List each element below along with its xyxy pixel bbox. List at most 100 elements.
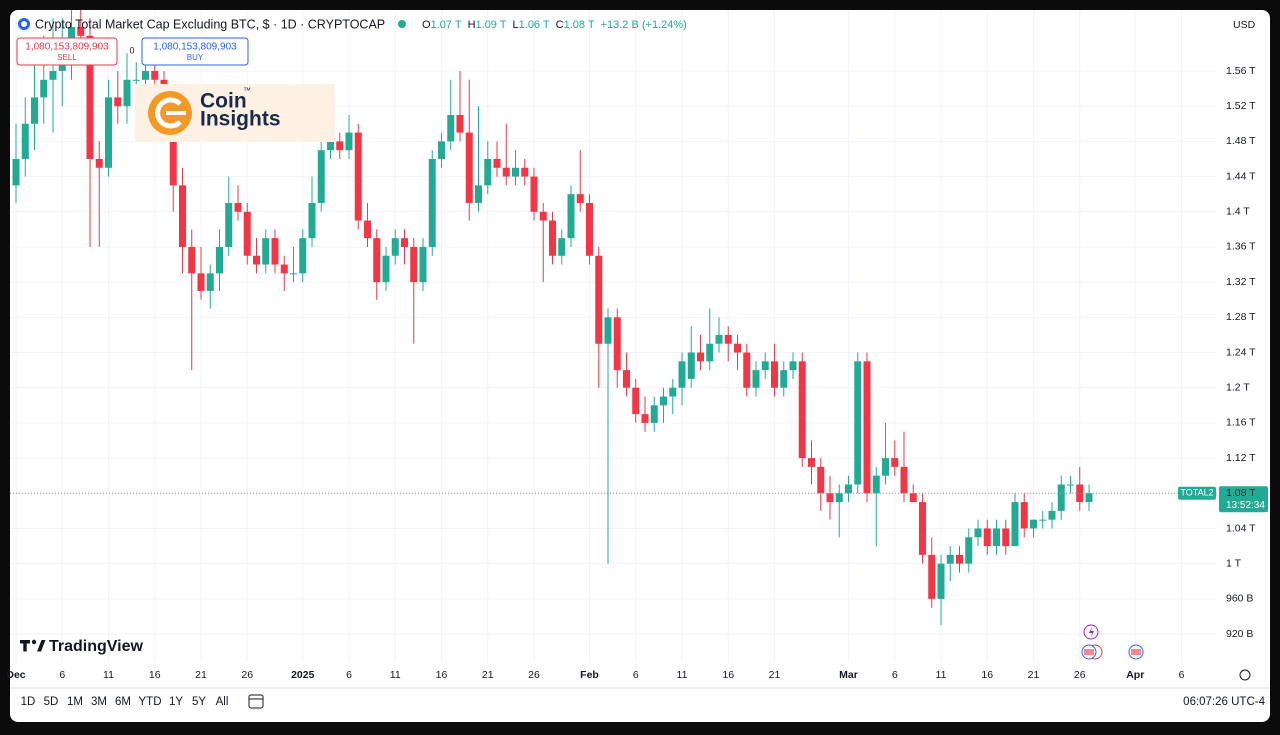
candle-body	[438, 141, 445, 159]
range-button[interactable]: YTD	[139, 696, 162, 708]
range-button[interactable]: 1Y	[169, 696, 183, 708]
candle-body	[345, 132, 353, 151]
candle-body	[169, 106, 177, 186]
chart-title[interactable]: Crypto Total Market Cap Excluding BTC, $…	[35, 17, 385, 31]
range-button[interactable]: 6M	[115, 696, 131, 708]
candle-body	[1085, 493, 1093, 503]
clock[interactable]: 06:07:26 UTC-4	[1183, 696, 1265, 708]
candle-body	[382, 255, 390, 283]
price-tag: TOTAL2 1.08 T13:52:34	[1178, 486, 1268, 513]
candle-body	[613, 317, 621, 371]
candle-body	[808, 458, 815, 467]
candle-body	[863, 361, 871, 494]
range-button[interactable]: 1M	[67, 696, 83, 708]
candle-body	[253, 255, 260, 265]
x-tick-label: 6	[633, 669, 639, 681]
candle-body	[530, 176, 538, 212]
last-price: 1.08 T	[1226, 487, 1256, 499]
range-button[interactable]: All	[216, 696, 229, 708]
symbol-icon-inner	[21, 21, 27, 27]
candle-body	[391, 238, 399, 256]
x-tick-label: Feb	[580, 669, 599, 681]
watermark-icon-c	[155, 97, 182, 129]
candle-body	[1002, 528, 1010, 547]
candle-body	[354, 132, 362, 221]
candle-body	[835, 493, 843, 503]
candle-body	[641, 414, 649, 423]
y-tick-label: 1.4 T	[1226, 206, 1250, 218]
candle-body	[669, 387, 677, 397]
candle-body	[49, 70, 57, 80]
candle-body	[123, 79, 131, 107]
event-flag	[1131, 649, 1141, 655]
candle-body	[706, 343, 714, 362]
candle-body	[475, 185, 482, 203]
candle-body	[299, 238, 307, 274]
candle-body	[234, 202, 242, 212]
candle-body	[280, 264, 288, 274]
candle-body	[900, 466, 908, 494]
x-tick-label: Apr	[1126, 669, 1144, 681]
candle-body	[484, 158, 492, 186]
settings-icon[interactable]	[1239, 669, 1251, 681]
candle-body	[771, 361, 778, 388]
candle-body	[1057, 484, 1065, 511]
range-button[interactable]: 5D	[44, 696, 59, 708]
candle-body	[882, 458, 889, 476]
watermark-line1: Coin	[200, 90, 247, 113]
countdown: 13:52:34	[1226, 500, 1265, 511]
ohlc-key: O	[422, 19, 431, 31]
candle-body	[983, 528, 991, 547]
candle-body	[493, 158, 501, 168]
y-tick-label: 1.48 T	[1226, 135, 1256, 147]
range-button[interactable]: 5Y	[192, 696, 206, 708]
ohlc-key: L	[513, 19, 519, 31]
candle-body	[12, 158, 20, 186]
candle-body	[308, 202, 316, 239]
candle-body	[31, 97, 38, 124]
buy-label: BUY	[187, 53, 204, 62]
logo-text: TradingView	[49, 638, 144, 655]
candle-body	[845, 484, 852, 494]
range-button[interactable]: 3M	[91, 696, 107, 708]
x-tick-label: 21	[1028, 669, 1040, 681]
ohlc-key: H	[468, 19, 476, 31]
candle-body	[327, 141, 334, 151]
candle-body	[743, 352, 751, 388]
date-range-icon[interactable]	[248, 694, 264, 709]
candle-body	[151, 70, 159, 80]
ohlc-change: +13.2 B (+1.24%)	[601, 19, 687, 31]
y-tick-label: 1 T	[1226, 557, 1242, 569]
x-tick-label: 21	[482, 669, 494, 681]
range-button[interactable]: 1D	[21, 696, 36, 708]
candle-body	[909, 493, 917, 503]
candle-body	[373, 238, 381, 283]
x-tick-label: Mar	[839, 669, 858, 681]
candle-body	[697, 352, 704, 362]
sell-button[interactable]	[16, 37, 118, 66]
x-tick-label: 16	[722, 669, 734, 681]
candle-body	[216, 246, 223, 274]
spread: 0	[129, 45, 134, 55]
candle-body	[632, 387, 640, 415]
logo-glyph	[31, 639, 37, 645]
buy-button[interactable]	[141, 37, 249, 66]
candle-body	[1030, 519, 1037, 529]
x-tick-label: 26	[1074, 669, 1086, 681]
currency[interactable]: USD	[1233, 19, 1256, 31]
event-flag	[1084, 649, 1094, 655]
ohlc-value: 1.06 T	[519, 19, 550, 31]
panel	[10, 10, 1270, 722]
candle-body	[225, 202, 233, 247]
candle-body	[317, 150, 325, 203]
candle-body	[456, 114, 464, 133]
candle-body	[946, 554, 954, 564]
x-tick-label: 16	[436, 669, 448, 681]
candle-body	[206, 273, 214, 291]
market-status[interactable]	[398, 20, 406, 28]
candle-body	[919, 502, 926, 555]
x-tick-label: 11	[936, 669, 947, 681]
y-tick-label: 920 B	[1226, 628, 1253, 640]
y-tick-label: 1.36 T	[1226, 241, 1256, 253]
